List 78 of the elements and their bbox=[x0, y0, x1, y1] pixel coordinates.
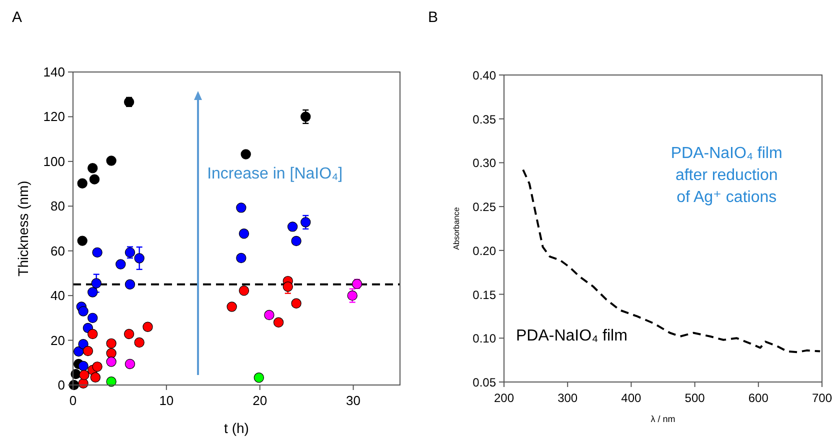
point bbox=[82, 346, 94, 356]
point bbox=[134, 337, 144, 348]
point bbox=[77, 236, 88, 246]
point bbox=[91, 278, 102, 288]
point bbox=[282, 282, 293, 292]
point bbox=[78, 360, 88, 372]
y-tick-label: 100 bbox=[43, 154, 65, 169]
point bbox=[92, 362, 102, 372]
x-tick-label: 400 bbox=[621, 391, 642, 405]
point bbox=[124, 358, 136, 370]
chart-title: A bbox=[12, 9, 22, 26]
point bbox=[300, 112, 311, 122]
x-tick-label: 30 bbox=[346, 393, 361, 408]
x-tick-label: 0 bbox=[69, 393, 77, 408]
point bbox=[240, 149, 251, 160]
point bbox=[106, 356, 116, 367]
point bbox=[88, 163, 98, 174]
x-tick-label: 10 bbox=[159, 393, 174, 408]
x-axis-title: λ / nm bbox=[650, 414, 676, 424]
point bbox=[88, 312, 98, 324]
point bbox=[78, 338, 88, 350]
y-tick-label: 0.25 bbox=[472, 200, 496, 214]
point bbox=[78, 306, 88, 316]
annotation: PDA-NaIO₄ film bbox=[516, 328, 628, 345]
point bbox=[124, 279, 136, 290]
point bbox=[124, 328, 134, 340]
point bbox=[273, 317, 284, 328]
y-tick-label: 0.10 bbox=[472, 332, 496, 346]
y-tick-label: 80 bbox=[50, 198, 65, 214]
y-tick-label: 0.30 bbox=[472, 156, 496, 170]
x-axis-title: t (h) bbox=[224, 420, 249, 436]
y-tick-label: 140 bbox=[43, 64, 65, 80]
point bbox=[106, 376, 116, 387]
point bbox=[287, 222, 298, 232]
y-tick-label: 0.40 bbox=[472, 68, 496, 82]
y-tick-label: 0.20 bbox=[472, 244, 496, 258]
x-tick-label: 700 bbox=[812, 391, 832, 405]
annotation: PDA-NaIO₄ film after reduction of Ag⁺ cations bbox=[670, 144, 782, 206]
y-tick-label: 120 bbox=[43, 109, 65, 124]
y-tick-label: 0 bbox=[58, 378, 65, 392]
point bbox=[116, 259, 126, 270]
y-tick-label: 20 bbox=[50, 332, 65, 348]
y-tick-label: 0.35 bbox=[472, 112, 496, 126]
point bbox=[300, 217, 311, 228]
point bbox=[236, 252, 246, 264]
y-axis-title: Thickness (nm) bbox=[15, 180, 31, 276]
x-tick-label: 600 bbox=[748, 391, 769, 405]
point bbox=[226, 302, 237, 312]
point bbox=[106, 156, 116, 166]
y-tick-label: 60 bbox=[50, 243, 65, 258]
point bbox=[238, 286, 250, 296]
point bbox=[89, 174, 100, 184]
x-tick-label: 20 bbox=[252, 393, 268, 408]
x-tick-label: 200 bbox=[494, 391, 514, 405]
annotation: Increase in [NaIO₄] bbox=[207, 165, 343, 182]
point bbox=[90, 372, 101, 382]
y-axis-title: Absorbance bbox=[452, 206, 461, 250]
y-tick-label: 0.15 bbox=[472, 288, 496, 302]
point bbox=[106, 338, 116, 349]
point bbox=[291, 236, 302, 246]
y-tick-label: 40 bbox=[50, 288, 65, 304]
point bbox=[238, 228, 250, 239]
point bbox=[264, 310, 274, 320]
point bbox=[254, 372, 264, 383]
point bbox=[92, 247, 102, 258]
point bbox=[79, 370, 90, 380]
point bbox=[88, 328, 98, 340]
point bbox=[134, 253, 144, 264]
chart-title: B bbox=[428, 9, 438, 26]
y-tick-label: 0.05 bbox=[472, 376, 496, 390]
point bbox=[236, 202, 246, 213]
point bbox=[291, 298, 302, 308]
point bbox=[106, 348, 116, 358]
x-tick-label: 300 bbox=[558, 391, 578, 405]
x-tick-label: 500 bbox=[684, 391, 706, 405]
point bbox=[142, 322, 153, 332]
point bbox=[74, 346, 84, 357]
point bbox=[77, 178, 88, 188]
